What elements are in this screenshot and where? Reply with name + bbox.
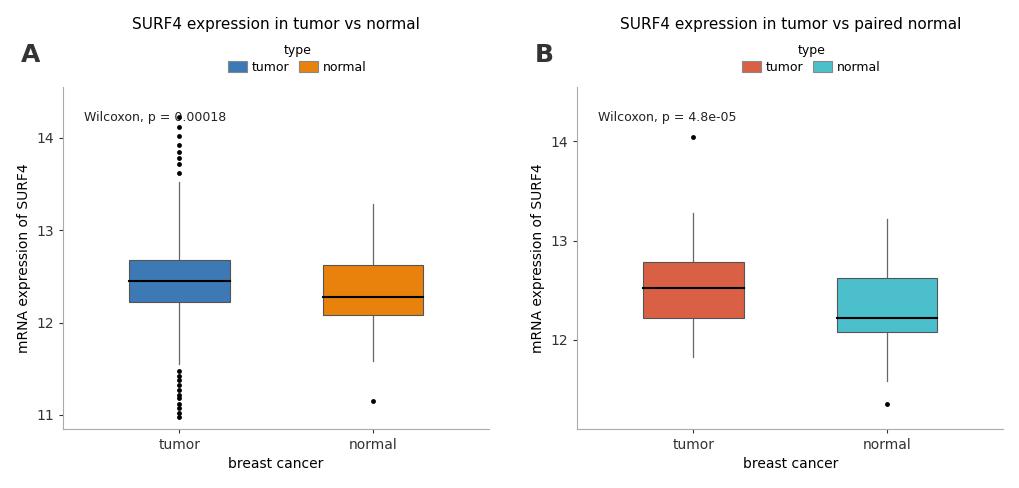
Text: Wilcoxon, p = 4.8e-05: Wilcoxon, p = 4.8e-05 [598,111,736,124]
Text: B: B [534,42,553,66]
Title: SURF4 expression in tumor vs normal: SURF4 expression in tumor vs normal [132,17,420,32]
Bar [642,263,743,318]
Legend: tumor, normal: tumor, normal [224,41,370,78]
Bar [128,260,229,302]
Legend: tumor, normal: tumor, normal [738,41,883,78]
Title: SURF4 expression in tumor vs paired normal: SURF4 expression in tumor vs paired norm… [619,17,960,32]
Bar [836,278,936,332]
Y-axis label: mRNA expression of SURF4: mRNA expression of SURF4 [530,163,544,353]
Text: Wilcoxon, p = 0.00018: Wilcoxon, p = 0.00018 [85,111,226,124]
Bar [322,265,423,315]
Text: A: A [20,42,40,66]
X-axis label: breast cancer: breast cancer [228,457,323,471]
X-axis label: breast cancer: breast cancer [742,457,837,471]
Y-axis label: mRNA expression of SURF4: mRNA expression of SURF4 [16,163,31,353]
